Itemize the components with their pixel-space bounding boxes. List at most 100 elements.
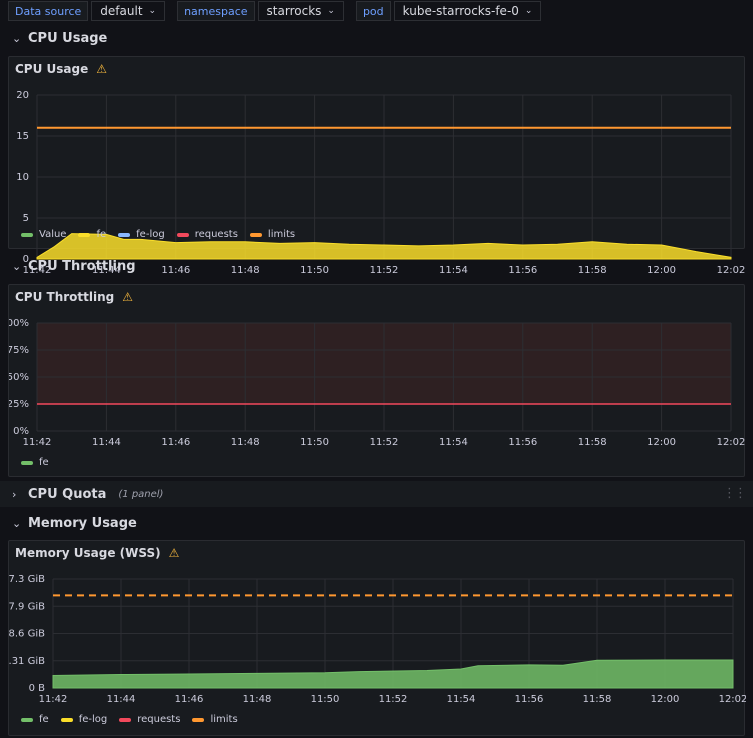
legend-label: Value [39, 229, 67, 240]
series-fe-area [52, 659, 734, 689]
chevron-down-icon: ⌄ [148, 6, 157, 16]
x-tick-label: 11:52 [370, 437, 399, 448]
x-tick-label: 11:48 [231, 437, 260, 448]
x-tick-label: 11:44 [92, 437, 121, 448]
legend-swatch [192, 717, 205, 722]
panel-memory-usage[interactable]: Memory Usage (WSS) ⚠ 11:42 11:44 11:46 11:4… [8, 540, 746, 736]
cpu-usage-chart[interactable]: 11:42 11:44 11:46 11:48 11:50 11:52 11:54 11:56… [9, 83, 746, 275]
warning-icon[interactable]: ⚠ [168, 546, 180, 560]
x-tick-label: 11:42 [23, 437, 52, 448]
panel-cpu-usage[interactable]: CPU Usage ⚠ 11:42 11:44 11:46 11:48 11:50 11:… [8, 56, 745, 275]
legend-item[interactable]: limits [192, 714, 238, 725]
legend-label: fe [39, 457, 49, 468]
x-tick-label: 12:00 [647, 265, 676, 275]
row-title: Memory Usage [28, 515, 137, 531]
row-title: CPU Usage [28, 30, 108, 46]
panel-header: CPU Throttling ⚠ [15, 290, 133, 304]
legend-item[interactable]: requests [176, 229, 238, 240]
variable-bar: Data source default ⌄ namespace starrock… [0, 0, 753, 22]
x-tick-label: 11:42 [39, 694, 68, 705]
x-tick-label: 11:50 [300, 265, 329, 275]
legend-swatch [21, 232, 33, 237]
panel-title: CPU Usage [15, 62, 89, 76]
legend-item[interactable]: requests [119, 714, 180, 725]
panel-header: Memory Usage (WSS) ⚠ [15, 546, 179, 560]
legend-item[interactable]: fe [78, 229, 106, 240]
y-tick-label: 50% [9, 372, 29, 383]
datasource-select[interactable]: default ⌄ [91, 1, 166, 21]
legend-item[interactable]: Value [21, 229, 66, 240]
x-tick-label: 11:56 [508, 265, 537, 275]
legend-item[interactable]: limits [249, 229, 295, 240]
chevron-down-icon: ⌄ [12, 259, 22, 273]
legend-label: limits [210, 714, 238, 725]
panel-title: CPU Throttling [15, 290, 115, 304]
warning-icon[interactable]: ⚠ [96, 62, 108, 76]
legend: Value fe fe-log requests limits [21, 229, 295, 240]
namespace-select[interactable]: starrocks ⌄ [257, 1, 344, 21]
cpu-throttling-chart[interactable]: 11:42 11:44 11:46 11:48 11:50 11:52 11:54 11:56… [9, 311, 746, 476]
legend: fe fe-log requests limits [21, 714, 238, 725]
chevron-down-icon: ⌄ [524, 6, 533, 16]
x-tick-label: 11:58 [583, 694, 612, 705]
x-tick-label: 11:46 [161, 437, 190, 448]
y-tick-label: 9.31 GiB [9, 656, 45, 667]
chevron-down-icon: ⌄ [12, 516, 22, 530]
warning-icon[interactable]: ⚠ [122, 290, 134, 304]
y-tick-label: 0 [23, 254, 29, 265]
legend-swatch [78, 232, 91, 237]
x-tick-label: 11:54 [439, 437, 468, 448]
x-tick-label: 12:00 [647, 437, 676, 448]
x-tick-label: 11:50 [300, 437, 329, 448]
chevron-down-icon: ⌄ [12, 31, 22, 45]
y-tick-label: 15 [16, 131, 29, 142]
x-tick-label: 11:44 [107, 694, 136, 705]
y-tick-label: 5 [23, 213, 29, 224]
panel-count: (1 panel) [118, 488, 164, 500]
chevron-right-icon: › [12, 487, 17, 501]
panel-cpu-throttling[interactable]: CPU Throttling ⚠ 11:42 11:44 11:46 11:48 11:… [8, 284, 745, 477]
row-title: CPU Quota [28, 486, 107, 502]
legend-item[interactable]: fe [21, 457, 49, 468]
y-tick-label: 18.6 GiB [9, 629, 45, 640]
legend-swatch [60, 717, 73, 722]
y-tick-label: 25% [9, 399, 29, 410]
row-cpu-usage[interactable]: ⌄ CPU Usage [0, 25, 753, 51]
legend-swatch [21, 460, 33, 465]
legend-item[interactable]: fe-log [60, 714, 108, 725]
namespace-label: namespace [177, 1, 255, 21]
x-tick-label: 11:48 [243, 694, 272, 705]
legend-item[interactable]: fe [21, 714, 49, 725]
legend-swatch [118, 232, 131, 237]
datasource-value: default [100, 4, 143, 18]
x-tick-label: 11:46 [175, 694, 204, 705]
x-tick-label: 11:58 [578, 437, 607, 448]
legend-label: fe-log [136, 229, 165, 240]
drag-handle-icon[interactable]: ⋮⋮ [723, 486, 747, 501]
legend: fe [21, 457, 49, 468]
row-title: CPU Throttling [28, 258, 136, 274]
row-cpu-throttling[interactable]: ⌄ CPU Throttling [0, 253, 753, 279]
legend-label: fe-log [78, 714, 108, 725]
x-tick-label: 12:00 [651, 694, 680, 705]
pod-select[interactable]: kube-starrocks-fe-0 ⌄ [393, 1, 542, 21]
datasource-label: Data source [8, 1, 89, 21]
legend-item[interactable]: fe-log [118, 229, 165, 240]
y-tick-label: 37.3 GiB [9, 574, 45, 585]
pod-label: pod [355, 1, 391, 21]
legend-label: fe [96, 229, 107, 240]
row-memory-usage[interactable]: ⌄ Memory Usage [0, 510, 753, 536]
x-tick-label: 11:54 [447, 694, 476, 705]
row-cpu-quota[interactable]: › CPU Quota (1 panel) ⋮⋮ [0, 481, 753, 507]
legend-swatch [176, 232, 189, 237]
x-tick-label: 12:02 [717, 437, 746, 448]
memory-usage-chart[interactable]: 11:42 11:44 11:46 11:48 11:50 11:52 11:54 11:56… [9, 567, 746, 733]
chevron-down-icon: ⌄ [327, 6, 335, 16]
x-tick-label: 11:58 [578, 265, 607, 275]
legend-label: requests [194, 229, 238, 240]
x-tick-label: 12:02 [719, 694, 746, 705]
y-tick-label: 100% [9, 318, 29, 329]
y-tick-label: 27.9 GiB [9, 601, 45, 612]
legend-label: requests [137, 714, 181, 725]
x-tick-label: 11:54 [439, 265, 468, 275]
